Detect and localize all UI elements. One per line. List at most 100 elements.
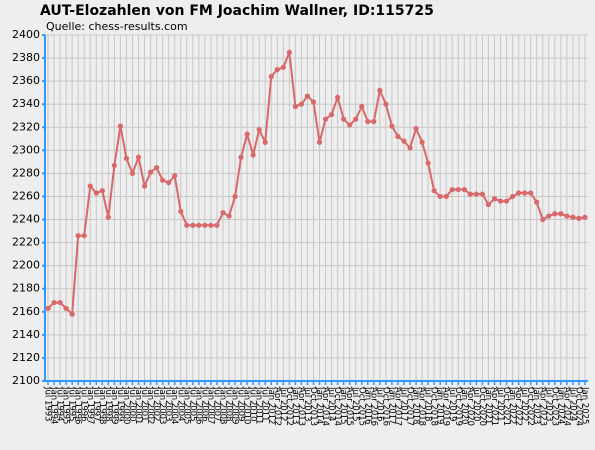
point: [516, 190, 522, 196]
point: [497, 198, 504, 204]
point: [184, 222, 190, 228]
y-tick-label: 2320: [12, 120, 40, 133]
point: [419, 139, 425, 145]
x-tick-label: Jan 2015: [338, 386, 348, 424]
x-tick-label: Jan 2001: [133, 386, 143, 424]
point: [528, 190, 534, 196]
y-tick-label: 2400: [12, 28, 40, 41]
point: [335, 94, 341, 100]
x-tick-label: Jan 2011: [254, 386, 264, 424]
point: [123, 155, 130, 162]
x-tick-label: Jul 2008: [224, 386, 234, 422]
x-tick-label: Jul 2002: [151, 386, 161, 422]
x-tick-label: Jul 2009: [236, 386, 246, 422]
x-tick-label: Jan 2014: [314, 386, 324, 424]
point: [280, 64, 286, 70]
x-tick-label: Apr 2019: [441, 387, 451, 426]
x-tick-label: Apr 2023: [537, 387, 547, 426]
point: [359, 103, 365, 110]
x-tick-label: Jan 2000: [121, 386, 131, 424]
x-tick-label: Jan 2013: [290, 386, 300, 424]
point: [576, 215, 582, 221]
point: [522, 190, 528, 196]
x-tick-label: Jan 2016: [362, 386, 372, 424]
x-tick-label: Oct 2012: [284, 387, 294, 426]
point: [485, 201, 492, 208]
x-tick-label: Jan 2010: [242, 386, 252, 424]
x-tick-label: Jul 2019: [447, 386, 457, 422]
point: [455, 186, 461, 193]
x-tick-label: Jan 2009: [230, 386, 240, 424]
x-tick-label: Jan 2006: [193, 386, 203, 424]
y-tick-label: 2340: [12, 97, 40, 110]
point: [262, 139, 268, 145]
y-tick-label: 2100: [12, 374, 40, 387]
point: [322, 116, 329, 122]
point: [328, 111, 335, 118]
point: [214, 222, 220, 228]
point: [226, 213, 232, 219]
point: [570, 214, 576, 220]
x-tick-label: Jul 2024: [567, 386, 577, 422]
point: [87, 183, 93, 189]
x-tick-label: Jul 2010: [248, 386, 258, 422]
x-tick-label: Jan 2012: [266, 386, 276, 424]
y-tick-label: 2280: [12, 166, 40, 179]
x-tick-label: Apr 2018: [417, 387, 427, 426]
x-tick-label: Jul 1993: [43, 386, 53, 422]
point: [389, 123, 395, 129]
point: [365, 118, 371, 125]
x-tick-label: Oct 2016: [380, 387, 390, 426]
point: [491, 196, 498, 202]
point: [353, 116, 359, 122]
x-tick-label: Oct 2023: [549, 387, 559, 426]
x-tick-label: Apr 2016: [368, 387, 378, 426]
x-tick-label: Jan 2008: [217, 386, 227, 424]
x-tick-label: Oct 2015: [356, 387, 366, 426]
point: [534, 199, 540, 205]
point: [99, 188, 105, 194]
point: [196, 222, 202, 228]
point: [377, 87, 383, 93]
point: [147, 169, 154, 175]
point: [347, 122, 353, 128]
x-tick-label: Jul 2007: [211, 386, 221, 422]
x-tick-label: Oct 2019: [453, 387, 463, 426]
point: [503, 198, 510, 204]
x-tick-label: Jul 2022: [519, 386, 529, 422]
x-tick-label: Jul 2023: [543, 386, 553, 422]
x-tick-label: Jan 2018: [411, 386, 421, 424]
x-tick-label: Jan 2024: [555, 386, 565, 424]
x-tick-label: Oct 2014: [332, 387, 342, 426]
x-tick-label: Jul 2001: [139, 386, 149, 422]
point: [81, 233, 87, 239]
x-tick-label: Jul 2021: [495, 386, 505, 422]
x-tick-label: Jul 2012: [278, 386, 288, 422]
x-tick-label: Jan 1997: [85, 386, 95, 424]
x-tick-label: Apr 2017: [392, 387, 402, 426]
x-tick-label: Oct 2018: [429, 387, 439, 426]
x-tick-label: Apr 2020: [465, 387, 475, 426]
point: [135, 154, 142, 160]
chart-title: AUT-Elozahlen von FM Joachim Wallner, ID…: [40, 3, 434, 19]
x-tick-label: Jan 1996: [73, 386, 83, 424]
x-tick-label: Oct 2020: [477, 387, 487, 426]
x-tick-label: Jul 2017: [398, 386, 408, 422]
point: [286, 49, 292, 55]
x-tick-label: Jul 2016: [374, 386, 384, 422]
point: [298, 101, 305, 107]
point: [256, 126, 262, 133]
x-tick-label: Jul 2013: [302, 386, 312, 422]
x-tick-label: Apr 2024: [561, 387, 571, 426]
x-tick-label: Jan 1994: [49, 386, 59, 424]
y-tick-label: 2260: [12, 189, 40, 202]
x-tick-label: Jan 2002: [145, 386, 155, 424]
x-tick-label: Oct 2017: [405, 387, 415, 426]
point: [220, 210, 226, 216]
point: [141, 183, 148, 189]
x-tick-label: Jan 2023: [531, 386, 541, 424]
x-tick-label: Apr 2014: [320, 387, 330, 426]
x-tick-label: Jul 2005: [187, 386, 197, 422]
point: [552, 211, 558, 217]
